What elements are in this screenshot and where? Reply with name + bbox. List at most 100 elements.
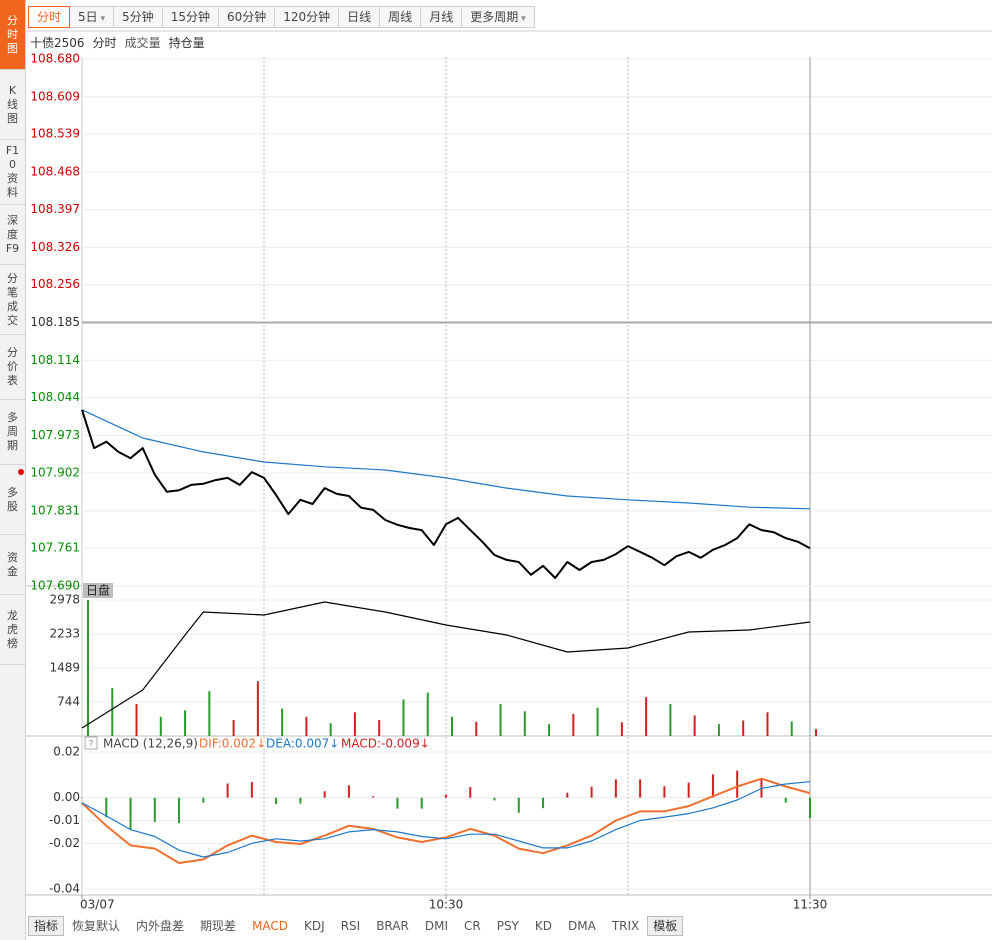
- period-tab[interactable]: 5分钟: [114, 6, 163, 28]
- sidebar: 分时图 K线图 F10资料 深度F9 分笔成交 分价表 多周期 多股 资金 龙虎榜: [0, 0, 26, 940]
- volume-bar: [475, 721, 478, 736]
- y-tick-label: 108.609: [30, 89, 80, 103]
- side-tab[interactable]: 龙虎榜: [0, 595, 25, 665]
- period-tab[interactable]: 15分钟: [162, 6, 219, 28]
- macd-bar: [372, 796, 375, 798]
- period-tab[interactable]: 周线: [380, 6, 422, 28]
- volume-bar: [402, 699, 405, 736]
- indicator-tab[interactable]: 模板: [647, 916, 684, 936]
- y-tick-label: 108.468: [30, 164, 80, 178]
- macd-bar: [420, 797, 423, 809]
- volume-bar: [548, 724, 551, 736]
- chart-header: 十债2506 分时 成交量 持仓量: [30, 34, 205, 51]
- session-label-bg: [83, 583, 113, 598]
- y-tick-label: 2978: [49, 593, 80, 607]
- period-tab[interactable]: 更多周期: [462, 6, 535, 28]
- side-tab[interactable]: K线图: [0, 70, 25, 140]
- y-tick-label: 107.761: [30, 541, 80, 555]
- period-tab[interactable]: 分时: [28, 6, 71, 28]
- macd-bar: [226, 783, 229, 798]
- y-tick-label: 108.539: [30, 127, 80, 141]
- series-line: [81, 777, 811, 864]
- indicator-tab[interactable]: PSY: [496, 919, 519, 933]
- indicator-tab[interactable]: KD: [534, 919, 552, 933]
- macd-bar: [81, 797, 83, 799]
- period-tab[interactable]: 月线: [421, 6, 463, 28]
- volume-bar: [523, 711, 526, 736]
- series-line: [81, 409, 811, 510]
- indicator-tab[interactable]: 期现差: [200, 919, 237, 933]
- volume-bar: [184, 710, 187, 736]
- side-tab[interactable]: 分笔成交: [0, 265, 25, 335]
- macd-bar: [396, 797, 399, 809]
- volume-bar: [693, 715, 696, 736]
- volume-bar: [329, 723, 332, 736]
- macd-bar: [469, 787, 472, 798]
- side-tab[interactable]: 资金: [0, 535, 25, 595]
- indicator-tab[interactable]: 恢复默认: [72, 919, 121, 933]
- side-tab[interactable]: F10资料: [0, 140, 25, 205]
- series-line: [81, 781, 811, 858]
- period-tab[interactable]: 60分钟: [218, 6, 276, 28]
- volume-bar: [717, 724, 720, 736]
- side-tab[interactable]: 分价表: [0, 335, 25, 400]
- volume-bar: [451, 716, 453, 736]
- period-tab[interactable]: 120分钟: [275, 6, 340, 28]
- alert-dot: [18, 469, 24, 475]
- header-item[interactable]: 持仓量: [168, 36, 205, 50]
- y-tick-label: -0.01: [49, 813, 80, 827]
- indicator-tab[interactable]: DMA: [568, 919, 596, 933]
- macd-bar: [784, 797, 787, 803]
- indicator-tab[interactable]: 内外盘差: [136, 919, 185, 933]
- period-tab[interactable]: 日线: [339, 6, 381, 28]
- volume-bar: [499, 704, 502, 736]
- y-tick-label: 108.397: [30, 202, 80, 216]
- header-item[interactable]: 分时: [92, 36, 117, 50]
- macd-bar: [711, 774, 714, 798]
- indicator-tab[interactable]: DMI: [424, 919, 448, 933]
- side-tab[interactable]: 多股: [0, 465, 25, 535]
- macd-title: MACD (12,26,9): [103, 737, 198, 751]
- legend-entry: DIF:0.002↓: [199, 737, 266, 751]
- side-tab[interactable]: 深度F9: [0, 205, 25, 265]
- volume-bar: [232, 720, 235, 736]
- macd-bar: [153, 797, 156, 822]
- x-tick-label: 10:30: [429, 898, 464, 912]
- y-tick-label: -0.02: [49, 836, 80, 850]
- indicator-tab[interactable]: 指标: [28, 916, 65, 936]
- y-tick-label: 108.185: [30, 315, 80, 329]
- macd-bar: [299, 797, 302, 804]
- period-tab[interactable]: 5日: [70, 6, 115, 28]
- macd-bar: [323, 791, 326, 798]
- volume-bar: [256, 681, 259, 736]
- legend-entry: MACD:-0.009↓: [341, 737, 430, 751]
- side-tab[interactable]: 分时图: [0, 0, 25, 70]
- volume-bar: [135, 704, 138, 736]
- y-tick-label: 0.02: [53, 745, 80, 759]
- macd-bar: [275, 797, 278, 805]
- indicator-tab[interactable]: BRAR: [376, 919, 409, 933]
- side-tab[interactable]: 多周期: [0, 400, 25, 465]
- indicator-tab[interactable]: MACD: [252, 919, 289, 933]
- volume-bar: [111, 688, 114, 736]
- indicator-tabs: 指标 恢复默认 内外盘差 期现差 MACD KDJ RSI BRAR DMI CR PSY KD DMA…: [28, 915, 684, 937]
- volume-bar: [620, 722, 623, 736]
- help-icon: ?: [89, 740, 94, 750]
- indicator-tab[interactable]: RSI: [340, 919, 361, 933]
- volume-bar: [815, 729, 817, 736]
- macd-bar: [347, 785, 350, 798]
- macd-bar: [105, 797, 108, 818]
- y-tick-label: 108.256: [30, 277, 80, 291]
- header-item[interactable]: 成交量: [124, 36, 161, 50]
- y-tick-label: 107.902: [30, 466, 80, 480]
- volume-bar: [87, 600, 89, 736]
- macd-bar: [639, 779, 642, 798]
- indicator-tab[interactable]: CR: [463, 919, 481, 933]
- volume-bar: [645, 697, 648, 736]
- macd-bar: [663, 786, 666, 798]
- volume-bar: [159, 716, 162, 736]
- indicator-tab[interactable]: TRIX: [611, 919, 640, 933]
- indicator-tab[interactable]: KDJ: [304, 919, 325, 933]
- x-tick-label: 11:30: [793, 898, 828, 912]
